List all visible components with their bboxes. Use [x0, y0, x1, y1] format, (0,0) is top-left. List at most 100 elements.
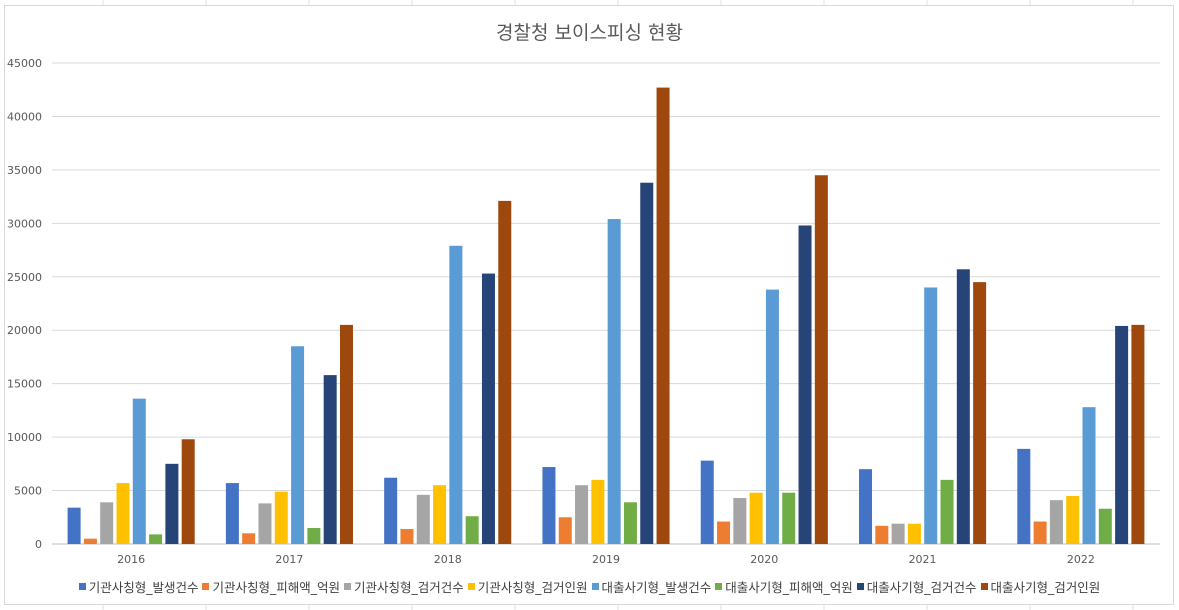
x-tick-label: 2019 [592, 553, 620, 566]
legend-item[interactable]: 기관사칭형_피해액_억원 [202, 577, 340, 596]
legend-swatch [467, 583, 475, 590]
bar[interactable] [640, 182, 654, 544]
chart-legend: 기관사칭형_발생건수 기관사칭형_피해액_억원 기관사칭형_검거건수 기관사칭형_검거… [0, 577, 1179, 596]
bar[interactable] [307, 527, 321, 544]
bar[interactable] [100, 502, 114, 544]
y-tick-label: 35000 [7, 164, 42, 177]
legend-item[interactable]: 대출사기형_피해액_억원 [715, 577, 853, 596]
bar[interactable] [782, 492, 796, 544]
bar[interactable] [1082, 407, 1096, 544]
legend-item[interactable]: 기관사칭형_발생건수 [78, 577, 199, 596]
bar[interactable] [274, 491, 288, 544]
bar[interactable] [542, 467, 556, 544]
bar[interactable] [956, 269, 970, 544]
bar[interactable] [1066, 495, 1080, 544]
legend-swatch [78, 583, 86, 590]
legend-item[interactable]: 대출사기형_검거인원 [980, 577, 1101, 596]
bar[interactable] [449, 245, 463, 544]
bar[interactable] [607, 219, 621, 544]
legend-swatch [343, 583, 351, 590]
legend-item[interactable]: 대출사기형_발생건수 [591, 577, 712, 596]
bar[interactable] [1017, 448, 1031, 544]
legend-label: 대출사기형_검거인원 [990, 580, 1101, 595]
bar[interactable] [132, 398, 146, 544]
bar[interactable] [814, 175, 828, 544]
y-tick-label: 45000 [7, 57, 42, 70]
bar[interactable] [717, 521, 731, 544]
bar[interactable] [733, 498, 747, 544]
y-tick-label: 25000 [7, 271, 42, 284]
bar[interactable] [1049, 500, 1063, 544]
bar[interactable] [907, 523, 921, 544]
bar[interactable] [83, 538, 97, 544]
bar[interactable] [498, 200, 512, 545]
bar[interactable] [700, 460, 714, 544]
bar[interactable] [575, 485, 589, 544]
bar[interactable] [1131, 324, 1145, 544]
y-tick-label: 0 [35, 538, 42, 551]
legend-label: 대출사기형_검거건수 [866, 580, 977, 595]
bar[interactable] [465, 516, 479, 544]
bar[interactable] [591, 479, 605, 544]
bar[interactable] [481, 273, 495, 544]
y-tick-label: 15000 [7, 378, 42, 391]
bar[interactable] [291, 346, 305, 544]
bar[interactable] [859, 469, 873, 544]
y-tick-label: 20000 [7, 324, 42, 337]
legend-swatch [856, 583, 864, 590]
bar[interactable] [875, 525, 889, 544]
y-tick-label: 10000 [7, 431, 42, 444]
chart-title: 경찰청 보이스피싱 현황 [496, 22, 683, 44]
x-tick-label: 2016 [117, 553, 145, 566]
legend-item[interactable]: 대출사기형_검거건수 [856, 577, 977, 596]
bar[interactable] [765, 289, 779, 544]
x-tick-label: 2018 [434, 553, 462, 566]
bar[interactable] [623, 502, 637, 544]
bar[interactable] [1033, 521, 1047, 544]
legend-swatch [202, 583, 210, 590]
x-tick-label: 2021 [909, 553, 937, 566]
x-tick-label: 2022 [1067, 553, 1095, 566]
bar[interactable] [225, 483, 239, 544]
bar[interactable] [940, 479, 954, 544]
legend-label: 대출사기형_피해액_억원 [725, 580, 853, 595]
bar[interactable] [891, 523, 905, 544]
bar[interactable] [400, 529, 414, 544]
bar[interactable] [149, 534, 163, 544]
legend-item[interactable]: 기관사칭형_검거인원 [467, 577, 588, 596]
legend-swatch [591, 583, 599, 590]
legend-label: 기관사칭형_검거건수 [353, 580, 464, 595]
legend-item[interactable]: 기관사칭형_검거건수 [343, 577, 464, 596]
bar[interactable] [749, 492, 763, 544]
legend-label: 기관사칭형_피해액_억원 [212, 580, 340, 595]
y-tick-label: 30000 [7, 217, 42, 230]
x-tick-label: 2017 [275, 553, 303, 566]
bar[interactable] [67, 507, 81, 544]
bar[interactable] [181, 439, 195, 544]
legend-label: 기관사칭형_검거인원 [477, 580, 588, 595]
bar[interactable] [1098, 508, 1112, 544]
bar[interactable] [1115, 325, 1129, 544]
bar[interactable] [433, 485, 447, 544]
bar[interactable] [339, 324, 353, 544]
bar[interactable] [165, 463, 179, 544]
y-tick-label: 5000 [14, 485, 42, 498]
bar[interactable] [242, 533, 256, 544]
bar[interactable] [323, 375, 337, 544]
bar[interactable] [258, 503, 272, 544]
legend-swatch [980, 583, 988, 590]
bar[interactable] [558, 517, 572, 544]
legend-label: 기관사칭형_발생건수 [88, 580, 199, 595]
bar[interactable] [416, 494, 430, 544]
bar[interactable] [656, 87, 670, 544]
legend-swatch [715, 583, 723, 590]
bar[interactable] [798, 225, 812, 544]
y-tick-label: 40000 [7, 110, 42, 123]
bar[interactable] [116, 483, 130, 544]
bar[interactable] [384, 477, 398, 544]
x-tick-label: 2020 [750, 553, 778, 566]
bar[interactable] [973, 282, 987, 544]
legend-label: 대출사기형_발생건수 [601, 580, 712, 595]
bar[interactable] [924, 287, 938, 544]
